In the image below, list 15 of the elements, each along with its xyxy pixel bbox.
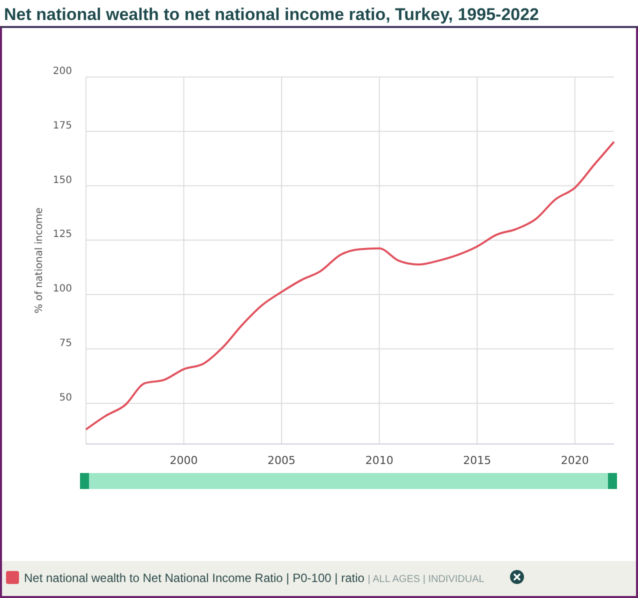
x-tick-label: 2020: [560, 454, 589, 467]
chart-title: Net national wealth to net national income ratio, Turkey, 1995-2022: [4, 5, 540, 24]
y-tick-label: 50: [59, 392, 72, 404]
x-tick-label: 2010: [365, 454, 394, 467]
y-tick-label: 200: [52, 66, 72, 77]
y-tick-label: 175: [52, 120, 72, 132]
y-tick-label: 150: [52, 174, 72, 186]
x-tick-label: 2015: [463, 454, 492, 467]
legend-label: Net national wealth to Net National Income Ratio | P0-100 | ratio | ALL AGES | INDIVIDUAL: [24, 571, 485, 585]
x-tick-label: 2005: [268, 454, 296, 467]
y-tick-label: 100: [52, 284, 72, 295]
y-axis-title: % of national income: [34, 208, 45, 314]
x-tick-label: 2000: [170, 454, 198, 467]
y-tick-label: 125: [52, 229, 72, 240]
y-tick-label: 75: [59, 338, 72, 349]
